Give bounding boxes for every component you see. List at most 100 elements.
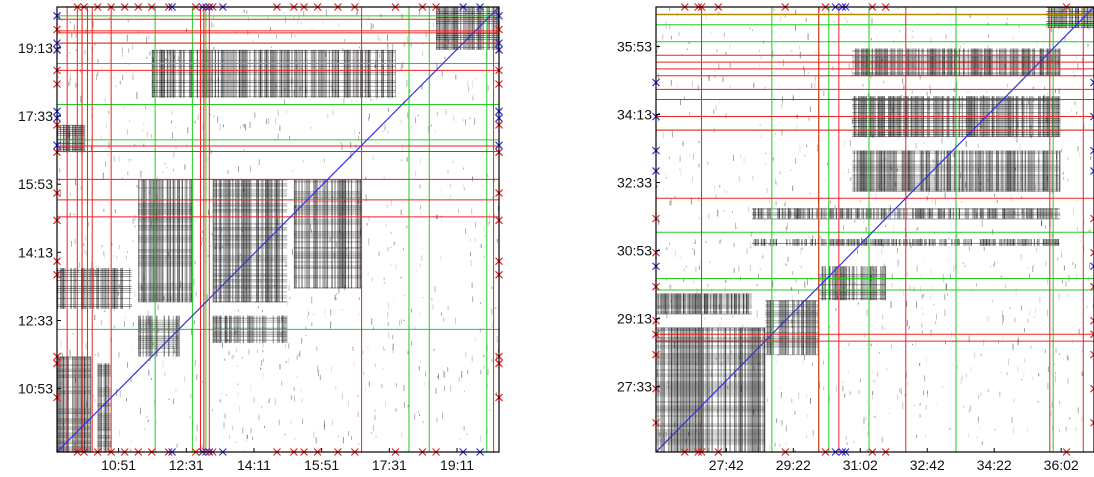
texture-mark (923, 293, 925, 297)
block-stripe (656, 293, 752, 295)
block-stripe (1061, 7, 1063, 29)
texture-mark (156, 175, 158, 182)
texture-mark (846, 20, 848, 23)
block-stripe (105, 268, 107, 309)
texture-mark (189, 416, 191, 419)
block-stripe (212, 335, 288, 337)
texture-mark (416, 269, 418, 273)
texture-mark (898, 30, 900, 32)
texture-mark (104, 310, 106, 312)
block-stripe (1017, 239, 1019, 246)
texture-mark (670, 79, 672, 86)
texture-mark (291, 32, 293, 38)
texture-mark (399, 319, 401, 326)
texture-mark (889, 174, 891, 180)
block-stripe (662, 293, 664, 314)
block-stripe (895, 239, 897, 246)
texture-mark (128, 161, 130, 164)
texture-mark (258, 159, 260, 165)
block-stripe (138, 341, 179, 343)
texture-mark (390, 246, 392, 248)
block-stripe (184, 179, 186, 303)
block-stripe (966, 208, 968, 219)
texture-mark (298, 14, 300, 20)
block-stripe (334, 49, 336, 98)
block-stripe (293, 205, 362, 207)
texture-mark (325, 286, 327, 288)
texture-mark (881, 436, 883, 443)
texture-mark (1051, 57, 1053, 63)
texture-mark (823, 112, 825, 118)
texture-mark (812, 311, 814, 313)
block-stripe (258, 49, 260, 98)
texture-mark (483, 354, 485, 358)
texture-mark (201, 380, 203, 384)
texture-mark (294, 34, 296, 38)
texture-mark (902, 290, 904, 296)
block-stripe (390, 49, 392, 98)
texture-mark (463, 390, 465, 392)
texture-mark (922, 48, 924, 53)
texture-mark (415, 117, 416, 124)
block-stripe (245, 179, 247, 303)
texture-mark (79, 262, 81, 268)
block-stripe (772, 300, 774, 355)
texture-mark (1019, 144, 1021, 149)
block-stripe (212, 285, 288, 287)
texture-mark (775, 398, 777, 401)
block-stripe (57, 126, 85, 128)
texture-mark (447, 367, 449, 372)
texture-mark (799, 45, 801, 50)
texture-mark (921, 294, 923, 299)
block-stripe (759, 327, 761, 452)
texture-mark (246, 153, 248, 155)
block-stripe (157, 179, 159, 303)
texture-mark (273, 284, 275, 287)
block-stripe (151, 49, 153, 98)
texture-mark (1030, 346, 1032, 349)
block-stripe (798, 300, 800, 355)
block-stripe (57, 298, 132, 299)
texture-mark (105, 161, 107, 167)
block-stripe (196, 49, 198, 98)
texture-mark (69, 153, 71, 157)
texture-mark (1067, 178, 1069, 182)
texture-mark (1024, 358, 1026, 363)
texture-mark (1059, 212, 1061, 217)
texture-mark (1046, 93, 1048, 95)
texture-mark (935, 321, 937, 325)
texture-mark (666, 247, 668, 250)
texture-mark (877, 90, 879, 94)
block-stripe (212, 243, 288, 245)
x-marker (1090, 146, 1094, 155)
texture-mark (335, 297, 337, 301)
texture-mark (471, 208, 473, 215)
block-stripe (855, 208, 857, 219)
texture-mark (968, 408, 970, 413)
texture-mark (919, 363, 920, 366)
block-stripe (765, 322, 819, 324)
texture-mark (919, 403, 921, 406)
block-stripe (1083, 7, 1086, 29)
texture-mark (224, 413, 226, 419)
block-stripe (666, 293, 668, 314)
texture-mark (240, 253, 242, 256)
texture-mark (791, 319, 792, 324)
block-stripe (57, 306, 132, 307)
texture-mark (121, 47, 123, 54)
block-stripe (756, 327, 758, 452)
block-stripe (488, 7, 490, 50)
block-stripe (681, 327, 683, 452)
block-stripe (898, 239, 900, 246)
texture-mark (332, 109, 334, 116)
texture-mark (419, 184, 421, 189)
texture-mark (234, 330, 236, 335)
block-stripe (864, 150, 866, 192)
block-stripe (889, 150, 891, 192)
block-stripe (802, 300, 804, 355)
texture-mark (1017, 339, 1019, 345)
texture-mark (388, 331, 390, 339)
texture-mark (228, 351, 230, 355)
texture-mark (707, 283, 709, 288)
block-stripe (976, 150, 978, 192)
